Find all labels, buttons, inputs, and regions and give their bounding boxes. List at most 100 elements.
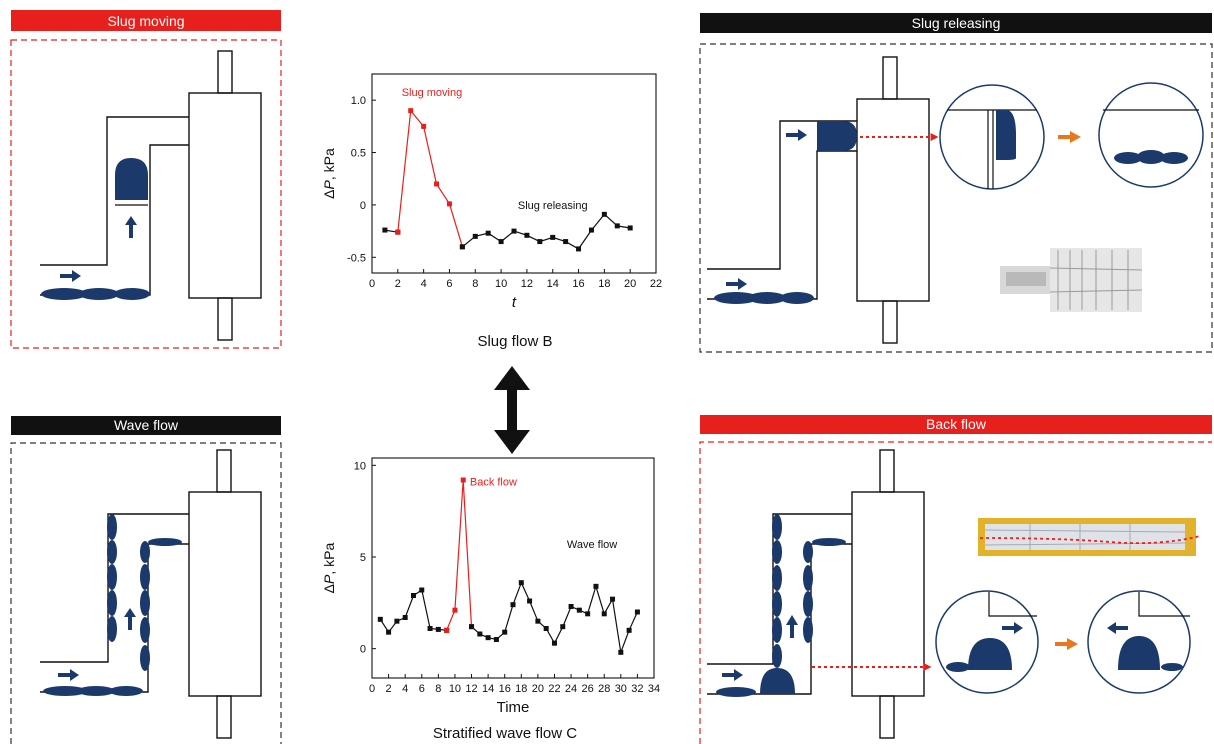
annotation-label: Wave flow (567, 539, 617, 551)
series-line (397, 109, 463, 247)
data-point (550, 234, 556, 240)
data-point (568, 604, 574, 609)
data-point (395, 229, 401, 235)
tank-bottom-stub (217, 297, 233, 341)
y-axis-label-unit: , kPa (321, 542, 337, 574)
pipe-diagram (40, 50, 262, 341)
x-tick-label: 14 (547, 278, 559, 290)
panel-title: Slug releasing (912, 15, 1001, 31)
flow-arrow-icon (726, 278, 747, 290)
pipe-outer-wall (40, 513, 189, 663)
flow-arrow-icon (722, 669, 743, 681)
data-point (485, 635, 491, 641)
x-tick-label: 12 (465, 683, 477, 695)
data-point (511, 228, 517, 234)
x-tick-label: 18 (598, 278, 610, 290)
data-point (560, 624, 566, 630)
liquid-layer (41, 288, 150, 300)
liquid-slug (817, 121, 857, 151)
data-point (576, 607, 582, 613)
zoom-circle-slug (939, 84, 1045, 190)
x-tick-label: 30 (615, 683, 627, 695)
panel-back-flow: Back flow (699, 415, 1212, 744)
orange-arrow-icon (1058, 131, 1081, 143)
data-point (459, 244, 465, 250)
x-tick-label: 10 (495, 278, 507, 290)
x-tick-label: 32 (631, 683, 643, 695)
flow-arrow-icon (60, 270, 81, 282)
x-axis-label: Time (497, 699, 530, 716)
x-tick-label: 26 (582, 683, 594, 695)
data-point (585, 611, 591, 617)
data-point (402, 615, 408, 620)
series-line (446, 479, 473, 631)
x-axis-label: t (512, 294, 517, 311)
x-tick-label: 6 (419, 683, 425, 695)
pipe-outer-wall (40, 116, 189, 266)
data-point (444, 627, 450, 633)
x-tick-label: 12 (521, 278, 533, 290)
data-point (386, 629, 392, 635)
annotation-label: Back flow (470, 477, 517, 489)
left-arrow-icon (1107, 622, 1128, 634)
tank-top-stub (879, 449, 895, 493)
data-point (408, 108, 414, 114)
tank-top-stub (217, 50, 233, 94)
data-point (551, 640, 557, 646)
data-point (634, 609, 640, 615)
x-tick-label: 22 (548, 683, 560, 695)
data-point (543, 626, 549, 631)
separator-tank (851, 491, 925, 697)
zoom-circle-released (1098, 82, 1204, 188)
x-tick-label: 0 (369, 683, 375, 695)
liquid-slug (115, 158, 148, 200)
data-point (421, 123, 427, 129)
data-point (502, 629, 508, 635)
y-tick-label: 0 (360, 644, 366, 656)
data-point (469, 624, 475, 630)
data-point (601, 211, 607, 217)
x-tick-label: 4 (421, 278, 427, 290)
flow-arrow-icon (786, 129, 807, 141)
liquid-film (43, 514, 182, 696)
data-point (498, 239, 504, 245)
x-tick-label: 2 (386, 683, 392, 695)
data-point (588, 227, 594, 233)
data-point (610, 596, 616, 602)
panel-title: Back flow (926, 416, 987, 432)
data-point (493, 637, 499, 642)
orange-arrow-icon (1055, 638, 1078, 650)
upward-arrow-icon (125, 216, 137, 238)
data-point (377, 616, 383, 622)
x-tick-label: 8 (472, 278, 478, 290)
x-tick-label: 20 (624, 278, 636, 290)
chart-wave-flow: 0 2 4 6 8 10 12 14 16 18 20 22 24 26 28 30 32 340510Back … (321, 457, 660, 716)
experiment-photo (978, 518, 1201, 556)
data-point (627, 225, 633, 231)
liquid-film (716, 514, 846, 697)
right-arrow-icon (1002, 622, 1023, 634)
y-tick-label: 0.5 (351, 148, 366, 160)
x-tick-label: 18 (515, 683, 527, 695)
panel-header-bar (700, 13, 1212, 33)
panel-slug-moving: Slug moving (10, 10, 282, 349)
upward-arrow-icon (124, 608, 136, 630)
data-point (576, 246, 582, 252)
data-point (472, 233, 478, 239)
zoom-circle-backflow (935, 590, 1039, 694)
liquid-layer (714, 292, 814, 304)
panel-slug-releasing: Slug releasing (699, 13, 1213, 353)
tank-top-stub (882, 56, 898, 100)
pipe-outer-wall (707, 513, 852, 665)
x-tick-label: 2 (395, 278, 401, 290)
data-point (394, 618, 400, 624)
data-point (626, 627, 632, 633)
data-point (485, 230, 491, 236)
data-point (563, 239, 569, 245)
x-tick-label: 16 (572, 278, 584, 290)
data-point (537, 239, 543, 245)
chart-slug-flow: 0 2 4 6 8 10 12 14 16 18 20 22 -0.5 0 0.5 1.0 Slug movin… (321, 73, 662, 311)
caption-wave-flow: Stratified wave flow C (433, 725, 577, 742)
separator-tank (188, 491, 262, 697)
